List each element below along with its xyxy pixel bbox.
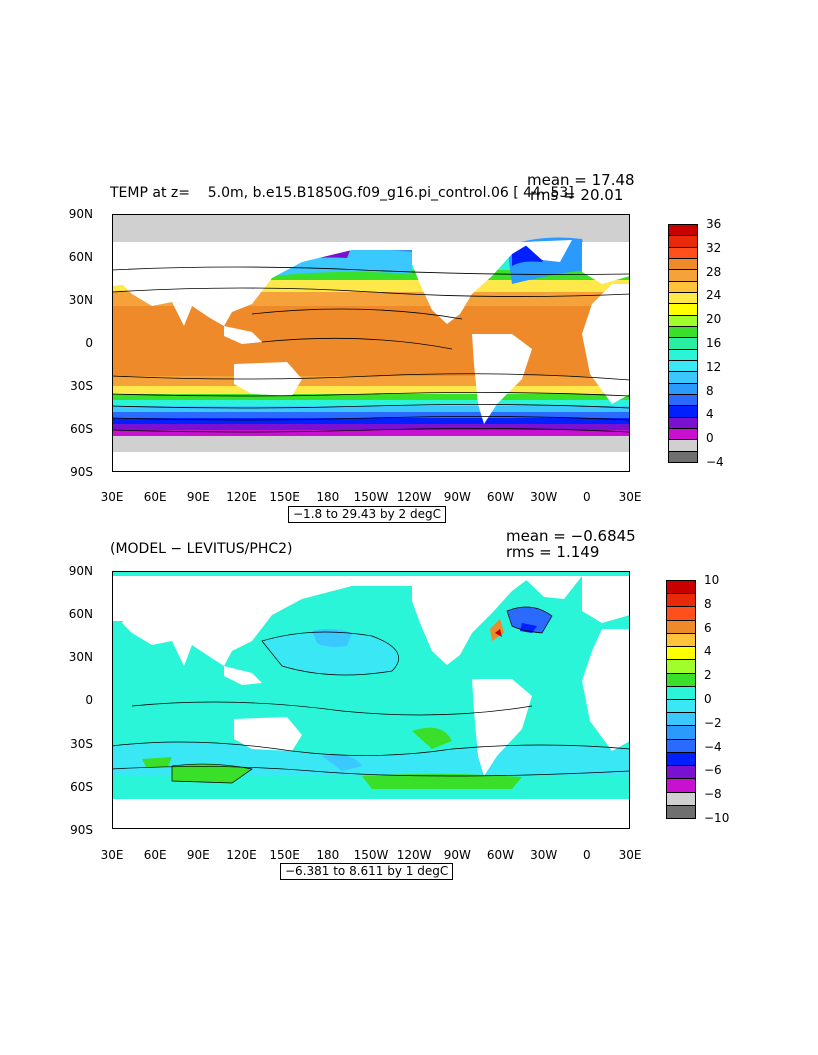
colorbar-swatch (666, 699, 696, 714)
colorbar-swatch (666, 804, 696, 819)
lon-label: 30W (530, 848, 558, 862)
lon-label: 150W (353, 848, 389, 862)
top-map (112, 214, 630, 472)
top-range-box: −1.8 to 29.43 by 2 degC (288, 506, 446, 523)
colorbar-swatch (666, 593, 696, 608)
lon-label: 0 (583, 848, 591, 862)
colorbar-label: 16 (706, 336, 722, 350)
colorbar-label: 20 (706, 312, 722, 327)
colorbar-swatch (666, 646, 696, 661)
top-lat-label: 30S (70, 379, 93, 393)
lon-label: 30E (618, 490, 642, 504)
bottom-map-frame (112, 571, 630, 829)
lon-label: 0 (583, 490, 591, 504)
colorbar-label: 8 (706, 383, 714, 398)
colorbar-label: −2 (704, 715, 722, 730)
colorbar-swatch (666, 751, 696, 767)
colorbar-swatch (666, 685, 696, 700)
top-lat-label: 30N (68, 293, 93, 307)
top-map-frame (112, 214, 630, 472)
colorbar-label: −4 (706, 455, 724, 469)
bottom-mean: mean = −0.6845 (506, 527, 636, 545)
lon-label: 30E (100, 490, 124, 504)
lon-label: 60W (486, 490, 515, 504)
top-rms: rms = 20.01 (530, 186, 624, 204)
colorbar-label: 10 (704, 573, 720, 587)
colorbar-swatch (666, 725, 696, 740)
colorbar-label: 4 (704, 644, 712, 659)
colorbar-label: 0 (706, 431, 714, 446)
colorbar-swatch (666, 580, 696, 595)
colorbar-swatch (666, 632, 696, 648)
bottom-lat-label: 90S (70, 823, 93, 837)
lon-label: 120W (396, 490, 432, 504)
lon-label: 150W (353, 490, 389, 504)
lon-label: 150E (269, 848, 300, 862)
colorbar-label: 24 (706, 288, 722, 303)
lon-label: 90E (186, 848, 210, 862)
colorbar-swatch (666, 606, 696, 621)
colorbar-label: 32 (706, 240, 722, 255)
colorbar-swatch (666, 619, 696, 634)
lon-label: 180 (316, 848, 340, 862)
lon-label: 60E (143, 490, 167, 504)
bottom-lat-label: 30S (70, 737, 93, 751)
bottom-lat-label: 60N (68, 607, 93, 621)
top-lat-label: 90S (70, 465, 93, 479)
colorbar-label: 12 (706, 359, 722, 374)
colorbar-swatch (666, 659, 696, 674)
lon-label: 120E (226, 490, 257, 504)
colorbar-label: −10 (704, 811, 730, 825)
bottom-range-box: −6.381 to 8.611 by 1 degC (280, 863, 454, 880)
bottom-lat-label: 60S (70, 780, 93, 794)
colorbar-label: −4 (704, 739, 722, 754)
colorbar-label: −8 (704, 787, 722, 802)
top-title: TEMP at z= 5.0m, b.e15.B1850G.f09_g16.pi… (110, 185, 574, 201)
colorbar-label: −6 (704, 763, 722, 778)
bottom-lat-label: 0 (85, 693, 93, 707)
lon-label: 90W (443, 490, 471, 504)
lon-label: 30E (100, 848, 124, 862)
colorbar-label: 4 (706, 407, 714, 422)
bottom-lat-label: 90N (68, 564, 93, 578)
top-lat-label: 60N (68, 250, 93, 264)
colorbar-label: 0 (704, 692, 712, 706)
lon-label: 90E (186, 490, 210, 504)
lon-label: 60E (143, 848, 167, 862)
bottom-title: (MODEL − LEVITUS/PHC2) (110, 541, 293, 557)
top-lat-label: 0 (85, 336, 93, 350)
lon-label: 30E (618, 848, 642, 862)
bottom-map (112, 571, 630, 829)
colorbar-swatch (666, 738, 696, 753)
lon-label: 180 (316, 490, 340, 504)
lon-label: 120E (226, 848, 257, 862)
colorbar-swatch (666, 672, 696, 687)
lon-label: 120W (396, 848, 432, 862)
colorbar-swatch (666, 791, 696, 806)
bottom-lat-label: 30N (68, 650, 93, 664)
colorbar-swatch (666, 712, 696, 727)
lon-label: 90W (443, 848, 471, 862)
colorbar-label: 28 (706, 264, 722, 279)
lon-label: 150E (269, 490, 300, 504)
top-lat-label: 60S (70, 422, 93, 436)
lon-label: 30W (530, 490, 558, 504)
bottom-rms: rms = 1.149 (506, 543, 600, 561)
colorbar-swatch (666, 778, 696, 793)
colorbar-label: 8 (704, 596, 712, 611)
colorbar-label: 6 (704, 620, 712, 635)
colorbar-label: 2 (704, 668, 712, 683)
colorbar-label: 36 (706, 217, 722, 231)
top-lat-label: 90N (68, 207, 93, 221)
colorbar-swatch (666, 765, 696, 780)
colorbar-swatch (668, 450, 698, 463)
lon-label: 60W (486, 848, 515, 862)
top-mean: mean = 17.48 (527, 171, 635, 189)
